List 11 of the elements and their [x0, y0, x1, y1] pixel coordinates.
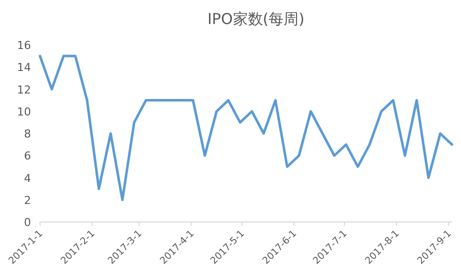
y-tick-label: 14 — [17, 61, 31, 74]
line-series — [38, 54, 454, 202]
y-tick-label: 6 — [24, 150, 31, 163]
chart-title: IPO家数(每周) — [208, 10, 304, 28]
y-tick-label: 12 — [17, 83, 31, 96]
y-tick-label: 8 — [24, 128, 31, 140]
y-tick-label: 0 — [24, 216, 31, 229]
y-tick-label: 16 — [17, 39, 31, 52]
y-tick-label: 4 — [24, 172, 31, 185]
y-tick-label: 10 — [17, 105, 31, 118]
y-tick-label: 2 — [24, 194, 31, 207]
